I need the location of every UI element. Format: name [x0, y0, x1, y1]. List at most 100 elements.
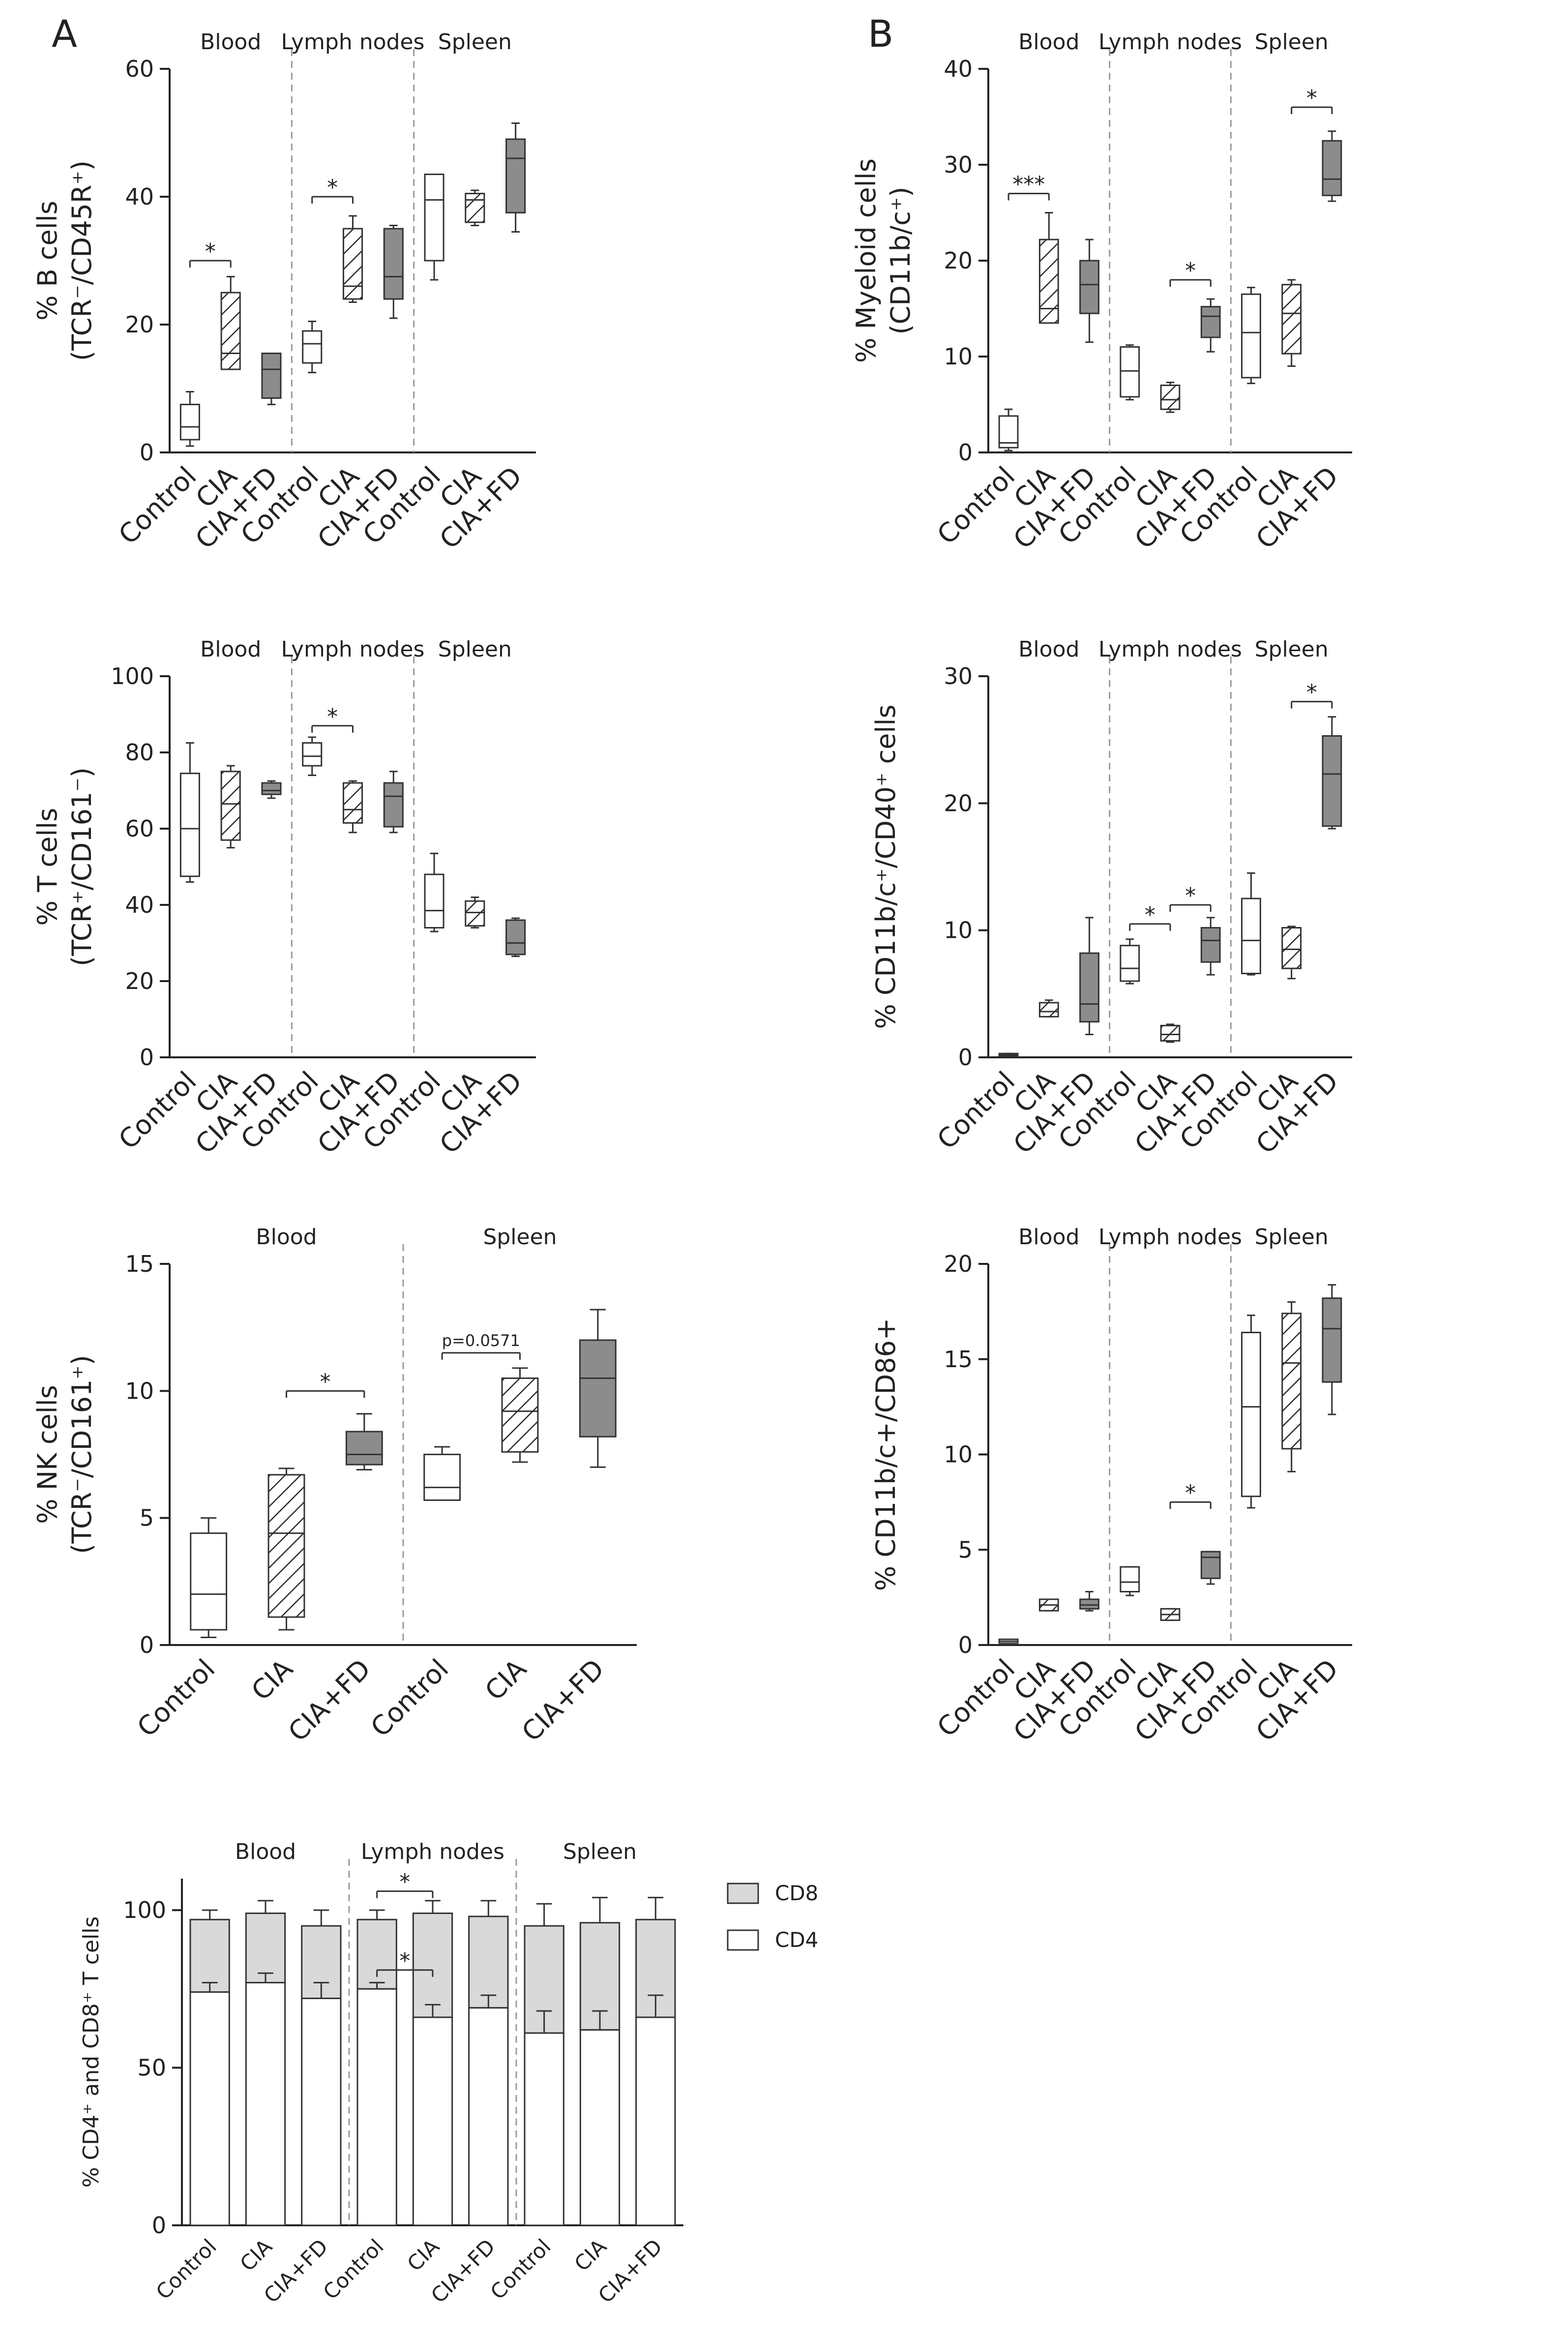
- group-title: Lymph nodes: [1098, 1225, 1242, 1250]
- stack-lymph-nodes-control: [356, 1909, 397, 2226]
- y-axis-label: % Myeloid cells: [851, 158, 882, 363]
- significance-label: *: [1185, 883, 1196, 908]
- box-lymph-nodes-control: [302, 321, 323, 373]
- box-spleen-control: [423, 1446, 461, 1501]
- significance-bracket: *: [286, 1369, 365, 1398]
- significance-bracket: *: [1169, 1480, 1212, 1509]
- significance-label: *: [1185, 258, 1196, 283]
- box-blood-control: [179, 391, 200, 447]
- box-blood-cia-fd: [1079, 1591, 1099, 1612]
- significance-bracket: *: [189, 239, 232, 268]
- y-axis-label: % CD11b/c⁺/CD40⁺ cells: [870, 704, 901, 1029]
- significance-label: *: [1185, 1480, 1196, 1505]
- group-title: Spleen: [563, 1839, 637, 1864]
- y-tick-label: 30: [944, 663, 973, 689]
- x-tick-label: CIA+FD: [282, 1653, 377, 1748]
- box-iqr: [579, 1339, 617, 1437]
- box-iqr: [261, 353, 282, 399]
- y-tick-label: 60: [125, 56, 154, 82]
- x-tick-label: CIA: [236, 2234, 277, 2276]
- x-tick-label: Control: [365, 1653, 455, 1743]
- y-tick-label: 20: [944, 790, 973, 816]
- bar-cd4: [189, 1991, 230, 2226]
- x-tick-label: CIA: [479, 1653, 533, 1707]
- y-tick-label: 100: [123, 1897, 166, 1923]
- y-tick-label: 10: [944, 917, 973, 944]
- box-iqr: [1160, 385, 1181, 410]
- box-iqr: [1200, 1551, 1221, 1579]
- bar-cd4: [579, 2029, 621, 2226]
- significance-bracket: ***: [1007, 172, 1050, 201]
- box-blood-cia: [220, 765, 241, 849]
- x-tick-label: Control: [131, 1653, 221, 1743]
- group-title: Blood: [235, 1839, 296, 1864]
- box-iqr: [1079, 260, 1099, 314]
- y-axis-label: % CD11b/c+/CD86+: [870, 1318, 901, 1591]
- group-title: Spleen: [438, 30, 512, 55]
- box-blood-cia-fd: [261, 780, 282, 799]
- box-spleen-cia-fd: [1322, 130, 1342, 202]
- significance-bracket: *: [311, 704, 354, 733]
- box-lymph-nodes-cia: [342, 215, 363, 303]
- group-title: Spleen: [438, 637, 512, 662]
- box-iqr: [1322, 1297, 1342, 1383]
- stack-blood-cia-fd: [301, 1909, 342, 2226]
- box-blood-control: [998, 1638, 1019, 1644]
- box-iqr: [179, 404, 200, 441]
- box-spleen-cia: [1281, 926, 1302, 980]
- box-iqr: [220, 771, 241, 841]
- box-iqr: [190, 1532, 228, 1631]
- significance-bracket: *: [311, 175, 354, 204]
- box-blood-cia: [1038, 999, 1059, 1017]
- box-lymph-nodes-cia: [342, 780, 363, 834]
- box-iqr: [342, 228, 363, 300]
- x-tick-label: Control: [113, 1066, 203, 1156]
- box-iqr: [220, 292, 241, 370]
- significance-bracket: *: [1291, 680, 1333, 709]
- box-blood-cia: [1038, 1598, 1059, 1612]
- y-axis-label-units: (TCR⁺/CD161⁻): [66, 767, 97, 966]
- group-title: Blood: [200, 637, 261, 662]
- box-lymph-nodes-cia: [1160, 1023, 1181, 1043]
- stack-spleen-control: [524, 1903, 564, 2226]
- box-spleen-control: [1241, 1315, 1261, 1509]
- box-iqr: [1120, 346, 1140, 398]
- x-tick-label: Control: [113, 461, 203, 551]
- chart-cd86-cells: 0 5 10 15 20 Blood Lymph nodes Spleen Control CIA…: [870, 1225, 1352, 1748]
- box-spleen-control: [424, 852, 444, 932]
- bar-cd4: [468, 2007, 509, 2226]
- box-iqr: [179, 773, 200, 877]
- y-tick-label: 40: [944, 56, 973, 82]
- box-iqr: [465, 193, 485, 223]
- box-iqr: [1281, 284, 1302, 355]
- box-iqr: [1281, 1313, 1302, 1450]
- x-tick-label: CIA+FD: [434, 461, 528, 555]
- box-iqr: [1241, 293, 1261, 379]
- box-spleen-control: [424, 174, 444, 281]
- group-title: Lymph nodes: [1098, 637, 1242, 662]
- box-iqr: [1038, 239, 1059, 324]
- y-tick-label: 0: [152, 2212, 166, 2239]
- box-blood-cia: [1038, 212, 1059, 324]
- stack-blood-control: [189, 1909, 230, 2226]
- y-tick-label: 20: [944, 1251, 973, 1277]
- group-title: Lymph nodes: [1098, 30, 1242, 55]
- x-tick-label: Control: [931, 1066, 1021, 1156]
- y-tick-label: 30: [944, 151, 973, 178]
- box-iqr: [1038, 1002, 1059, 1017]
- x-tick-label: CIA+FD: [1250, 1653, 1344, 1748]
- box-iqr: [383, 228, 404, 300]
- stack-lymph-nodes-cia: [412, 1900, 453, 2226]
- box-spleen-cia-fd: [505, 122, 526, 233]
- x-tick-label: CIA: [570, 2234, 612, 2276]
- significance-bracket: *: [376, 1870, 434, 1898]
- box-iqr: [501, 1377, 539, 1453]
- box-iqr: [1322, 735, 1342, 827]
- box-blood-cia-fd: [261, 353, 282, 405]
- x-tick-label: CIA+FD: [516, 1653, 610, 1748]
- significance-label: *: [327, 175, 338, 200]
- box-spleen-control: [1241, 287, 1261, 385]
- bar-cd8: [356, 1918, 397, 1990]
